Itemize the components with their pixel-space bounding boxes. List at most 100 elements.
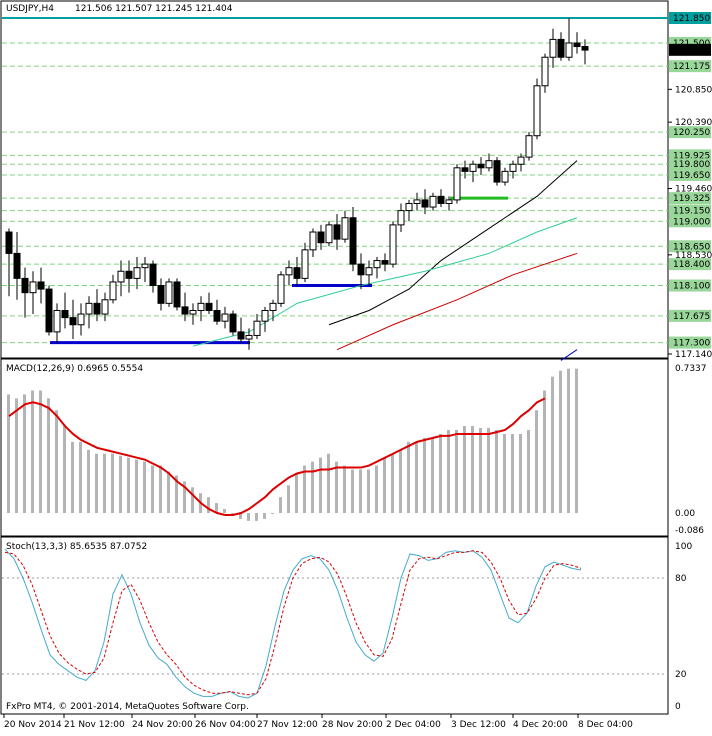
- candle-body: [397, 210, 405, 226]
- resistance-price-label: 121.850: [673, 14, 710, 24]
- time-axis-label: 2 Dec 04:00: [386, 720, 441, 730]
- moving-average-line: [328, 160, 578, 326]
- stoch-scale-label: 0: [675, 702, 681, 712]
- macd-histogram-bar: [463, 426, 466, 514]
- candle-body: [21, 277, 29, 294]
- macd-histogram-bar: [543, 390, 546, 514]
- macd-histogram-bar: [279, 497, 282, 514]
- price-scale-label: 120.850: [675, 85, 712, 95]
- candle-body: [557, 38, 565, 58]
- level-price-label: 121.175: [673, 62, 710, 72]
- candle-body: [29, 281, 37, 294]
- macd-histogram-bar: [247, 513, 250, 521]
- time-axis-label: 4 Dec 20:00: [513, 720, 568, 730]
- macd-histogram-bar: [311, 461, 314, 514]
- moving-average-line: [192, 217, 578, 347]
- candle-body: [125, 270, 133, 279]
- macd-histogram-bar: [399, 449, 402, 514]
- candle-body: [413, 199, 421, 204]
- header-symbol: USDJPY,H4: [6, 4, 54, 14]
- level-price-tag: [669, 60, 711, 73]
- candle-body: [485, 160, 493, 169]
- level-price-tag: [669, 126, 711, 139]
- macd-histogram-bar: [447, 429, 450, 514]
- time-axis-label: 21 Nov 12:00: [64, 720, 125, 730]
- candle-body: [45, 288, 53, 333]
- level-price-label: 120.250: [673, 128, 710, 138]
- macd-histogram-bar: [55, 410, 58, 514]
- time-axis-label: 3 Dec 12:00: [451, 720, 506, 730]
- macd-histogram-bar: [367, 469, 370, 514]
- stoch-scale-label: 100: [675, 542, 692, 552]
- candle-body: [341, 217, 349, 240]
- candle-body: [469, 163, 477, 172]
- macd-histogram-bar: [215, 503, 218, 514]
- macd-histogram-bar: [439, 433, 442, 514]
- resistance-price-tag: [669, 12, 711, 24]
- macd-histogram-bar: [479, 428, 482, 514]
- price-scale-label: 119.460: [675, 184, 712, 194]
- macd-signal-line: [8, 397, 546, 516]
- level-price-label: 117.675: [673, 312, 710, 322]
- macd-histogram-bar: [327, 453, 330, 514]
- candle-body: [101, 299, 109, 315]
- macd-histogram-bar: [351, 469, 354, 514]
- macd-histogram-bar: [111, 453, 114, 514]
- level-price-tag: [669, 258, 711, 271]
- candle-body: [85, 302, 93, 315]
- candle-body: [77, 313, 85, 326]
- macd-histogram-bar: [23, 394, 26, 514]
- candle-body: [13, 252, 21, 279]
- candle-body: [317, 231, 325, 244]
- macd-histogram-bar: [487, 428, 490, 514]
- candle-body: [493, 160, 501, 183]
- level-price-tag: [669, 336, 711, 349]
- macd-histogram-bar: [183, 481, 186, 514]
- level-price-label: 119.925: [673, 151, 710, 161]
- macd-histogram-bar: [375, 465, 378, 514]
- macd-histogram-bar: [495, 429, 498, 514]
- macd-histogram-bar: [15, 398, 18, 514]
- candle-body: [61, 309, 69, 319]
- macd-histogram-bar: [191, 487, 194, 514]
- candle-body: [573, 42, 581, 48]
- candle-body: [181, 306, 189, 315]
- candle-body: [549, 38, 557, 58]
- candle-body: [285, 267, 293, 276]
- candle-body: [109, 281, 117, 301]
- macd-histogram-bar: [287, 485, 290, 514]
- current-price-tag: [669, 43, 711, 56]
- macd-scale-label: 0.7337: [675, 364, 707, 374]
- macd-histogram-bar: [535, 410, 538, 514]
- candle-body: [229, 313, 237, 333]
- stoch-signal-line: [4, 550, 582, 696]
- candle-body: [461, 167, 469, 172]
- macd-histogram-bar: [303, 465, 306, 514]
- macd-histogram-bar: [31, 390, 34, 514]
- candle-body: [253, 320, 261, 336]
- candle-body: [525, 135, 533, 158]
- level-price-tag: [669, 309, 711, 322]
- time-axis-label: 20 Nov 2014: [4, 720, 62, 730]
- macd-histogram-bar: [391, 453, 394, 514]
- candle-body: [213, 309, 221, 322]
- candle-body: [157, 285, 165, 304]
- macd-histogram-bar: [119, 455, 122, 514]
- macd-histogram-bar: [383, 457, 386, 514]
- macd-histogram-bar: [471, 426, 474, 514]
- macd-histogram-bar: [71, 441, 74, 514]
- macd-histogram-bar: [527, 429, 530, 514]
- candle-body: [357, 263, 365, 276]
- candle-body: [205, 302, 213, 311]
- level-price-tag: [669, 168, 711, 181]
- candle-body: [429, 195, 437, 208]
- macd-histogram-bar: [407, 441, 410, 514]
- macd-histogram-bar: [223, 509, 226, 514]
- time-axis-label: 8 Dec 04:00: [578, 720, 633, 730]
- level-price-label: 118.400: [673, 260, 710, 270]
- candle-body: [581, 46, 589, 51]
- candle-body: [541, 56, 549, 87]
- macd-histogram-bar: [151, 465, 154, 514]
